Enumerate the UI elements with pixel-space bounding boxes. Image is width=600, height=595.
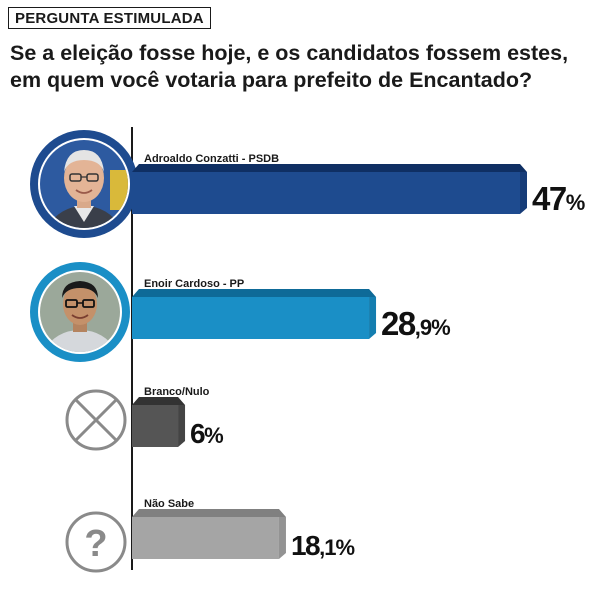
bar-side-3 [178,405,186,447]
bar-1 [132,172,520,214]
bar-4 [132,517,279,559]
survey-question: Se a eleição fosse hoje, e os candidatos… [10,40,595,94]
value-label-4: 18,1% [291,530,355,561]
x-circle-icon [65,389,127,451]
question-line-1: Se a eleição fosse hoje, e os candidatos… [10,41,569,65]
value-label-1: 47% [532,180,585,217]
bar-label-2: Enoir Cardoso - PP [144,278,244,290]
bar-label-1: Adroaldo Conzatti - PSDB [144,153,279,165]
bar-group-1: Adroaldo Conzatti - PSDB 47% [132,153,586,217]
bar-label-4: Não Sabe [144,498,194,510]
bar-top-3 [132,397,186,405]
candidate-photo-adroaldo [30,130,138,238]
bar-group-4: Não Sabe 18,1% [132,498,355,561]
bar-top-1 [132,164,527,172]
question-line-2: em quem você votaria para prefeito de En… [10,68,533,92]
svg-text:?: ? [84,523,107,565]
candidate-photo-enoir [30,262,130,362]
section-tag: PERGUNTA ESTIMULADA [8,7,211,29]
bar-side-1 [520,172,527,214]
bar-side-2 [369,297,377,339]
bar-3 [132,405,179,447]
bar-group-2: Enoir Cardoso - PP 28,9% [132,278,451,342]
bar-side-4 [278,517,286,559]
value-label-3: 6% [190,418,223,449]
bar-2 [132,297,370,339]
question-circle-icon: ? [65,511,127,573]
bar-group-3: Branco/Nulo 6% [132,386,224,449]
bar-top-2 [132,289,377,297]
bar-label-3: Branco/Nulo [144,386,210,398]
bar-top-4 [132,509,286,517]
value-label-2: 28,9% [381,305,450,342]
